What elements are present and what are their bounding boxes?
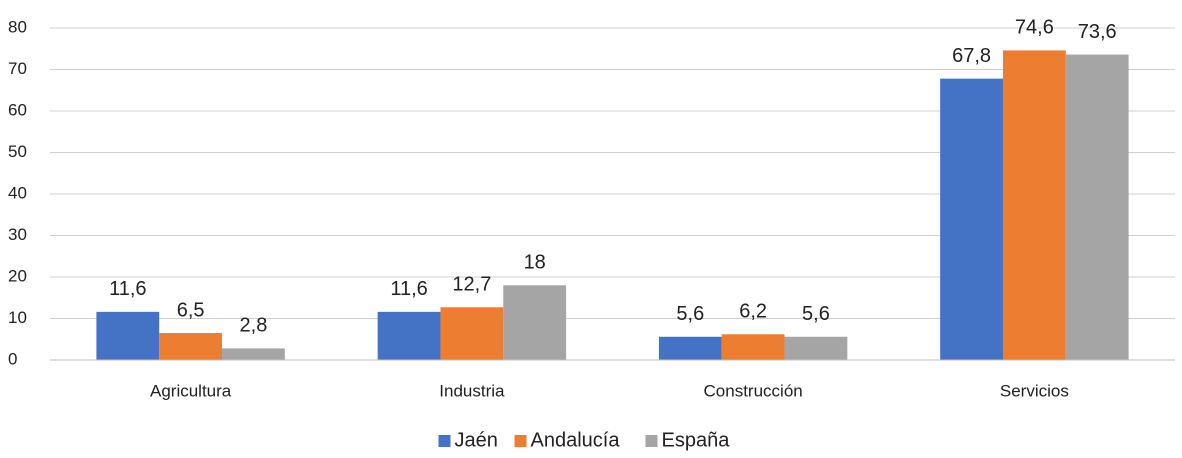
legend-label: Jaén: [455, 429, 498, 451]
x-tick-label: Industria: [439, 381, 505, 400]
data-label: 12,7: [452, 274, 491, 296]
data-label: 74,6: [1015, 17, 1054, 39]
y-tick-label: 20: [8, 266, 27, 285]
y-tick-label: 0: [8, 349, 17, 368]
bar: [1065, 54, 1129, 361]
bar: [440, 307, 504, 360]
bar: [721, 334, 785, 360]
bar: [222, 348, 285, 360]
bar: [503, 285, 567, 360]
legend-label: España: [662, 429, 731, 451]
x-tick-label: Servicios: [1000, 381, 1069, 400]
y-tick-label: 30: [8, 225, 27, 244]
bar: [940, 78, 1003, 360]
bar: [96, 311, 160, 360]
data-label: 11,6: [390, 278, 427, 300]
data-label: 6,2: [739, 301, 767, 323]
data-label: 18: [524, 252, 546, 274]
y-tick-label: 40: [8, 183, 27, 202]
data-label: 6,5: [177, 299, 205, 321]
legend-swatch: [438, 435, 451, 447]
legend-label: Andalucía: [531, 429, 621, 451]
data-label: 73,6: [1078, 21, 1117, 43]
data-label: 11,6: [109, 278, 146, 300]
x-tick-label: Agricultura: [150, 381, 232, 400]
bar: [159, 333, 223, 360]
y-tick-label: 50: [8, 142, 27, 161]
bar: [784, 336, 848, 360]
legend-swatch: [514, 435, 527, 447]
x-tick-label: Construcción: [704, 381, 803, 400]
bar: [1002, 50, 1066, 360]
y-tick-label: 70: [8, 59, 27, 78]
data-label: 2,8: [240, 315, 268, 337]
bar: [377, 311, 441, 360]
data-label: 67,8: [952, 45, 991, 67]
legend-swatch: [645, 435, 658, 447]
data-label: 5,6: [676, 303, 704, 325]
data-label: 5,6: [802, 303, 830, 325]
y-tick-label: 10: [8, 308, 27, 327]
y-tick-label: 80: [8, 17, 27, 36]
y-tick-label: 60: [8, 100, 27, 119]
bar: [658, 336, 722, 360]
